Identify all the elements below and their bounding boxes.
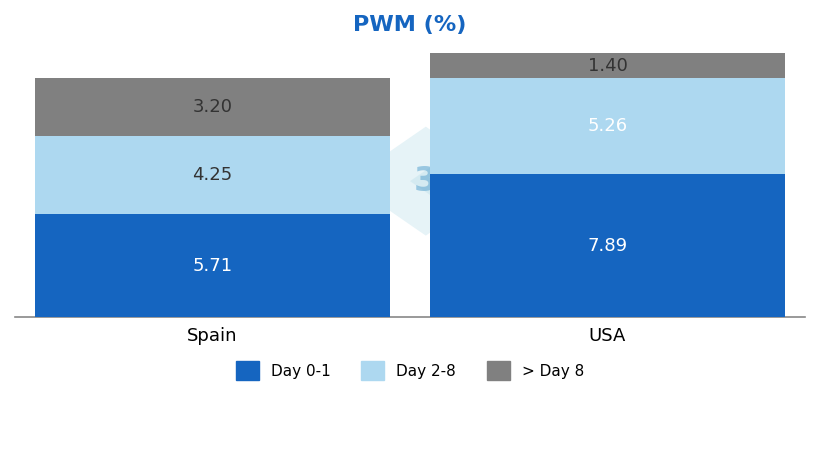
Text: 3: 3 xyxy=(477,165,500,198)
Text: PigCHAMP Pro Europa: PigCHAMP Pro Europa xyxy=(118,180,268,194)
Bar xyxy=(34,78,390,136)
Text: 5.71: 5.71 xyxy=(192,256,233,274)
Bar xyxy=(34,213,390,317)
Text: 3.20: 3.20 xyxy=(192,98,233,116)
Legend: Day 0-1, Day 2-8, > Day 8: Day 0-1, Day 2-8, > Day 8 xyxy=(229,355,590,386)
Text: 3: 3 xyxy=(414,165,437,198)
Bar xyxy=(429,174,785,317)
Polygon shape xyxy=(346,127,505,236)
Text: 5.26: 5.26 xyxy=(586,117,627,135)
Text: 4.25: 4.25 xyxy=(192,166,233,184)
Bar xyxy=(34,136,390,213)
Bar xyxy=(429,53,785,78)
Text: 1.40: 1.40 xyxy=(587,57,627,75)
Text: 7.89: 7.89 xyxy=(586,236,627,255)
Polygon shape xyxy=(410,127,568,236)
Bar xyxy=(429,78,785,174)
Title: PWM (%): PWM (%) xyxy=(353,15,466,35)
